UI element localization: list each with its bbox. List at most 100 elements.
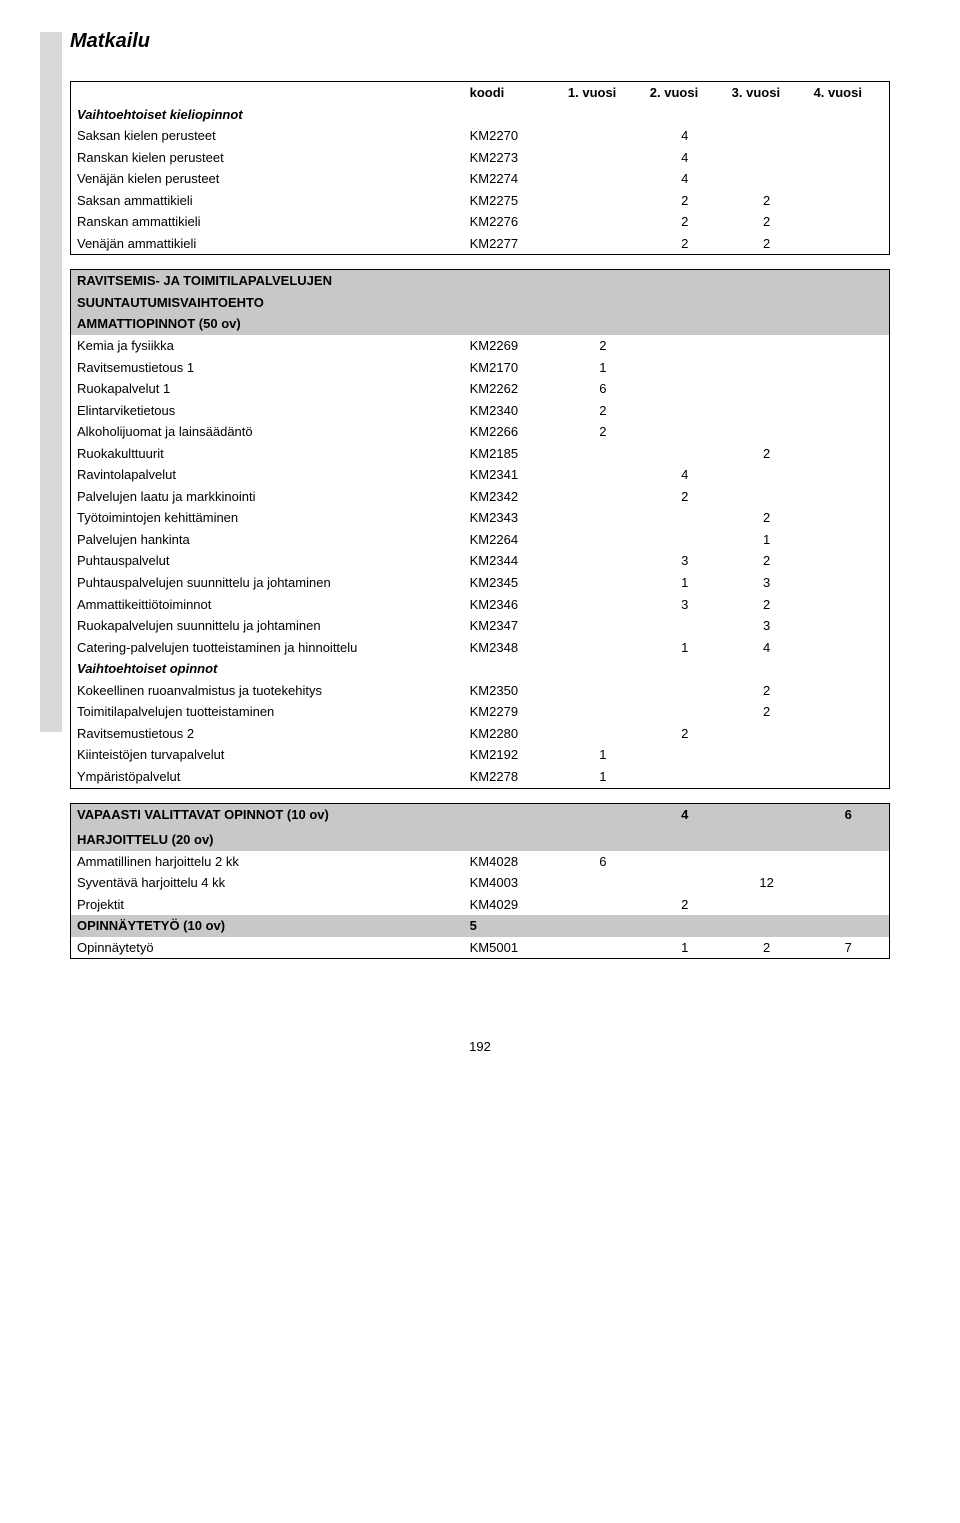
cell-v2 [644, 872, 726, 894]
cell-v4 [808, 894, 890, 916]
cell-name: Opinnäytetyö [71, 937, 464, 959]
cell-code: KM4003 [464, 872, 562, 894]
table-row: Ravitsemustietous 1KM21701 [71, 357, 890, 379]
cell-name: Venäjän kielen perusteet [71, 168, 464, 190]
cell-v3 [726, 400, 808, 422]
cell-code: KM2350 [464, 680, 562, 702]
table-row: ElintarviketietousKM23402 [71, 400, 890, 422]
cell-name: Työtoimintojen kehittäminen [71, 507, 464, 529]
col-v1: 1. vuosi [562, 82, 644, 104]
cell-v2 [644, 766, 726, 788]
cell-v2 [644, 378, 726, 400]
cell-v4 [808, 125, 890, 147]
cell-code: KM2277 [464, 233, 562, 255]
sidebar-grey-bar [40, 32, 62, 732]
cell-name: Toimitilapalvelujen tuotteistaminen [71, 701, 464, 723]
cell-v1 [562, 872, 644, 894]
cell-code: KM2170 [464, 357, 562, 379]
table-row: Ruokapalvelujen suunnittelu ja johtamine… [71, 615, 890, 637]
cell-v3: 1 [726, 529, 808, 551]
cell-v1 [562, 529, 644, 551]
cell-code: KM4028 [464, 851, 562, 873]
cell-v2 [644, 421, 726, 443]
vapaasti-code [464, 803, 562, 825]
cell-v2 [644, 744, 726, 766]
cell-v3: 2 [726, 701, 808, 723]
cell-v4 [808, 744, 890, 766]
table-row: Ruokapalvelut 1KM22626 [71, 378, 890, 400]
vapaasti-v3 [726, 803, 808, 825]
cell-name: Kiinteistöjen turvapalvelut [71, 744, 464, 766]
cell-code: KM2342 [464, 486, 562, 508]
cell-v3 [726, 421, 808, 443]
cell-v1 [562, 723, 644, 745]
cell-v4 [808, 486, 890, 508]
cell-v4 [808, 701, 890, 723]
section-line-1: SUUNTAUTUMISVAIHTOEHTO [71, 292, 890, 314]
table-row: RuokakulttuuritKM21852 [71, 443, 890, 465]
table-row: Venäjän kielen perusteetKM22744 [71, 168, 890, 190]
table-row: PuhtauspalvelutKM234432 [71, 550, 890, 572]
cell-code: KM2264 [464, 529, 562, 551]
cell-v1 [562, 594, 644, 616]
cell-v3 [726, 335, 808, 357]
section-italic: Vaihtoehtoiset kieliopinnot [71, 104, 890, 126]
cell-v4 [808, 723, 890, 745]
cell-v2 [644, 615, 726, 637]
cell-name: Alkoholijuomat ja lainsäädäntö [71, 421, 464, 443]
table-row: Catering-palvelujen tuotteistaminen ja h… [71, 637, 890, 659]
cell-v3 [726, 168, 808, 190]
cell-code: KM2270 [464, 125, 562, 147]
cell-v3: 2 [726, 594, 808, 616]
cell-v1 [562, 572, 644, 594]
cell-name: Saksan ammattikieli [71, 190, 464, 212]
cell-v3: 3 [726, 615, 808, 637]
cell-v1 [562, 507, 644, 529]
header-row: koodi 1. vuosi 2. vuosi 3. vuosi 4. vuos… [71, 82, 890, 104]
cell-name: Catering-palvelujen tuotteistaminen ja h… [71, 637, 464, 659]
section-header: RAVITSEMIS- JA TOIMITILAPALVELUJEN [71, 270, 890, 292]
cell-v3: 12 [726, 872, 808, 894]
cell-v4 [808, 615, 890, 637]
cell-v1 [562, 701, 644, 723]
cell-code: KM2279 [464, 701, 562, 723]
cell-v3: 2 [726, 233, 808, 255]
cell-name: Ranskan ammattikieli [71, 211, 464, 233]
table-row: YmpäristöpalvelutKM22781 [71, 766, 890, 788]
cell-v3 [726, 766, 808, 788]
cell-name: Ravintolapalvelut [71, 464, 464, 486]
cell-v3 [726, 486, 808, 508]
cell-v1 [562, 190, 644, 212]
cell-code: KM2348 [464, 637, 562, 659]
cell-v4 [808, 400, 890, 422]
cell-v4 [808, 529, 890, 551]
cell-v4 [808, 443, 890, 465]
cell-v3: 2 [726, 211, 808, 233]
col-empty [71, 82, 464, 104]
table-row: Saksan ammattikieliKM227522 [71, 190, 890, 212]
table-row: Venäjän ammattikieliKM227722 [71, 233, 890, 255]
table-row: Kokeellinen ruoanvalmistus ja tuotekehit… [71, 680, 890, 702]
section-vapaasti: VAPAASTI VALITTAVAT OPINNOT (10 ov) 4 6 [71, 803, 890, 825]
cell-v1 [562, 443, 644, 465]
cell-v1 [562, 211, 644, 233]
cell-name: Ruokapalvelut 1 [71, 378, 464, 400]
cell-v2: 1 [644, 637, 726, 659]
cell-name: Kokeellinen ruoanvalmistus ja tuotekehit… [71, 680, 464, 702]
cell-v3 [726, 147, 808, 169]
cell-v2 [644, 443, 726, 465]
cell-v2 [644, 357, 726, 379]
cell-v2: 2 [644, 233, 726, 255]
cell-v4 [808, 378, 890, 400]
cell-code: KM2276 [464, 211, 562, 233]
cell-v3: 2 [726, 937, 808, 959]
col-v4: 4. vuosi [808, 82, 890, 104]
section-harjoittelu: HARJOITTELU (20 ov) [71, 829, 890, 851]
cell-code: KM2274 [464, 168, 562, 190]
table-row: Saksan kielen perusteetKM22704 [71, 125, 890, 147]
cell-v1 [562, 464, 644, 486]
cell-v4: 7 [808, 937, 890, 959]
cell-v2 [644, 400, 726, 422]
cell-code: KM2269 [464, 335, 562, 357]
cell-name: Puhtauspalvelut [71, 550, 464, 572]
